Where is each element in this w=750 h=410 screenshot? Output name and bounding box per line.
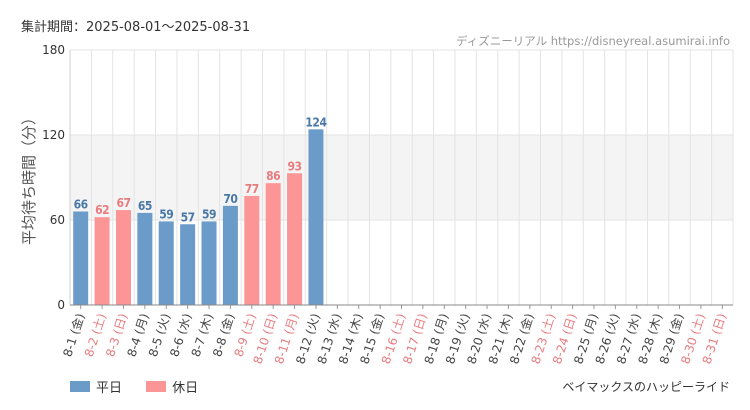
legend-holiday-label: 休日 xyxy=(172,381,199,396)
bar-value-label: 77 xyxy=(245,182,259,196)
y-tick-label: 180 xyxy=(42,43,65,57)
bar xyxy=(158,221,174,305)
bar-value-label: 66 xyxy=(74,198,88,212)
bar-value-label: 59 xyxy=(202,207,216,221)
legend-weekday-label: 平日 xyxy=(96,381,123,396)
bar xyxy=(201,221,217,305)
bar-value-label: 124 xyxy=(305,115,327,129)
legend-holiday-swatch xyxy=(146,381,167,392)
legend-weekday-swatch xyxy=(70,381,90,392)
legend: 平日 休日 xyxy=(70,377,218,396)
ride-name: ベイマックスのハッピーライド xyxy=(562,380,730,394)
bar-value-label: 67 xyxy=(116,196,130,210)
bar-value-label: 57 xyxy=(181,210,195,224)
bar xyxy=(180,224,196,305)
source-credit: ディズニーリアル https://disneyreal.asumirai.inf… xyxy=(456,34,730,48)
bar xyxy=(137,212,153,305)
shaded-band xyxy=(70,135,733,220)
bar xyxy=(265,183,281,305)
bar xyxy=(308,129,324,305)
bar xyxy=(73,211,89,305)
bar xyxy=(287,173,303,305)
period-label: 集計期間：2025-08-01～2025-08-31 xyxy=(21,20,251,35)
bar-value-label: 62 xyxy=(95,203,109,217)
y-tick-label: 120 xyxy=(42,128,65,142)
bar-value-label: 70 xyxy=(223,192,237,206)
bar-value-label: 65 xyxy=(138,199,152,213)
bar xyxy=(244,195,260,305)
bar xyxy=(94,217,110,305)
bar-value-label: 86 xyxy=(266,169,280,183)
bar-value-label: 59 xyxy=(159,207,173,221)
bar xyxy=(115,210,131,305)
y-tick-label: 60 xyxy=(50,213,65,227)
bar-value-label: 93 xyxy=(288,159,302,173)
legend-weekday: 平日 xyxy=(70,377,122,396)
y-axis-label: 平均待ち時間（分） xyxy=(20,110,38,245)
bar xyxy=(222,205,238,305)
y-tick-label: 0 xyxy=(57,298,65,312)
legend-holiday: 休日 xyxy=(146,377,198,396)
